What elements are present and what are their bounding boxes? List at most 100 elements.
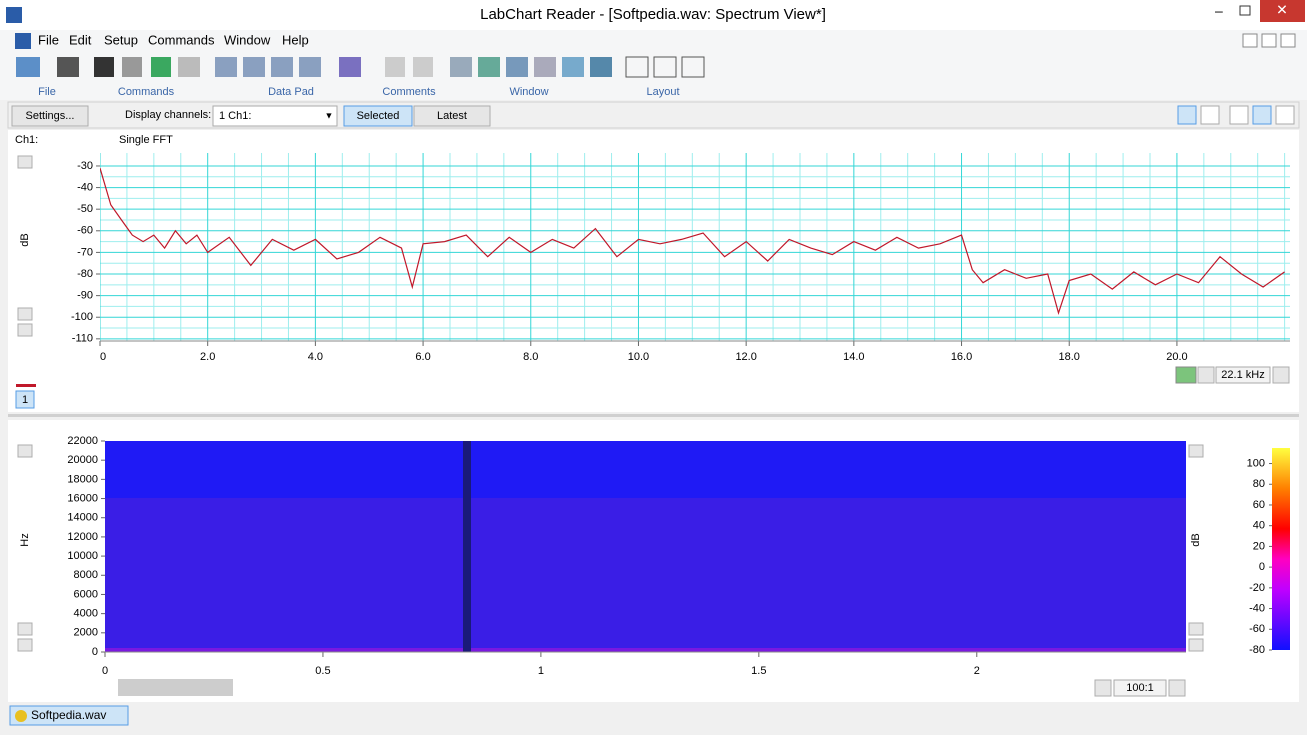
tool-icon[interactable]	[478, 57, 500, 77]
tool-icon[interactable]	[413, 57, 433, 77]
menu-item[interactable]: Help	[282, 32, 309, 47]
zoom-up-button[interactable]	[1094, 679, 1112, 697]
y-tick-label: -40	[77, 181, 93, 193]
x-tick-label: 2.0	[200, 351, 215, 363]
toolbar-group-label: Layout	[646, 86, 679, 98]
title-bar	[0, 0, 1307, 30]
y-tick-label: 0	[92, 646, 98, 658]
y-tick-label: 16000	[67, 492, 98, 504]
zoom-in-button[interactable]	[17, 307, 33, 321]
zoom-box	[1113, 679, 1167, 697]
scale-up-button[interactable]	[1197, 366, 1215, 384]
menu-item[interactable]: Commands	[148, 32, 215, 47]
y-tick-label: -70	[77, 246, 93, 258]
view-button[interactable]	[1200, 105, 1220, 125]
display-channels-label: Display channels:	[125, 109, 211, 121]
tool-icon[interactable]	[94, 57, 114, 77]
zoom-in-button[interactable]	[1188, 622, 1204, 636]
close-button[interactable]	[1260, 0, 1305, 22]
tool-icon[interactable]	[122, 57, 142, 77]
settings-label: Settings...	[26, 110, 75, 122]
mdi-close[interactable]	[1280, 33, 1296, 48]
x-tick-label: 0	[100, 351, 106, 363]
colorbar-tick-label: 0	[1259, 561, 1265, 573]
tool-icon[interactable]	[57, 57, 79, 77]
toolbar-group-label: Comments	[382, 86, 436, 98]
x-tick-label: 8.0	[523, 351, 538, 363]
toolbar-group-label: File	[38, 86, 56, 98]
channel-color	[16, 384, 36, 387]
x-tick-label: 1	[538, 665, 544, 677]
tool-icon[interactable]	[16, 57, 40, 77]
channel-button-label: 1	[22, 394, 28, 406]
scroll-button[interactable]	[17, 444, 33, 458]
tool-icon[interactable]	[450, 57, 472, 77]
colorbar-tick-label: -60	[1249, 623, 1265, 635]
minimize-button[interactable]: –	[1215, 3, 1223, 19]
x-tick-label: 18.0	[1059, 351, 1080, 363]
tool-icon[interactable]	[681, 56, 705, 78]
latest-button[interactable]	[413, 105, 491, 127]
view-button[interactable]	[1275, 105, 1295, 125]
tool-icon[interactable]	[625, 56, 649, 78]
view-button[interactable]	[1229, 105, 1249, 125]
scroll-thumb[interactable]	[118, 679, 233, 696]
document-tab[interactable]	[9, 705, 129, 726]
y-tick-label: -30	[77, 160, 93, 172]
tool-icon[interactable]	[534, 57, 556, 77]
tool-icon[interactable]	[215, 57, 237, 77]
scroll-button[interactable]	[17, 155, 33, 169]
fit-button[interactable]	[1175, 366, 1197, 384]
scale-down-button[interactable]	[1272, 366, 1290, 384]
tool-icon[interactable]	[506, 57, 528, 77]
channel-select-value: 1 Ch1:	[219, 110, 251, 122]
tool-icon[interactable]	[299, 57, 321, 77]
zoom-in-button[interactable]	[17, 622, 33, 636]
zoom-out-button[interactable]	[17, 638, 33, 652]
menu-item[interactable]: File	[38, 32, 59, 47]
x-tick-label: 20.0	[1166, 351, 1187, 363]
settings-button[interactable]	[11, 105, 89, 127]
window-title: LabChart Reader - [Softpedia.wav: Spectr…	[480, 6, 826, 23]
tool-icon[interactable]	[385, 57, 405, 77]
zoom-out-button[interactable]	[1188, 638, 1204, 652]
y-tick-label: 14000	[67, 512, 98, 524]
spectrogram-band	[463, 441, 471, 652]
y-tick-label: -100	[71, 311, 93, 323]
channel-button[interactable]	[15, 390, 35, 409]
plot-area	[100, 153, 1290, 341]
x-tick-label: 1.5	[751, 665, 766, 677]
colorbar	[1272, 448, 1290, 650]
zoom-out-button[interactable]	[17, 323, 33, 337]
tool-icon[interactable]	[151, 57, 171, 77]
mdi-min[interactable]	[1242, 33, 1258, 48]
tool-icon[interactable]	[653, 56, 677, 78]
zoom-label: 100:1	[1126, 682, 1154, 694]
colorbar-tick-label: -20	[1249, 582, 1265, 594]
tab-icon	[15, 710, 27, 722]
zoom-down-button[interactable]	[1168, 679, 1186, 697]
tool-icon[interactable]	[590, 57, 612, 77]
selected-button[interactable]	[343, 105, 413, 127]
menu-item[interactable]: Window	[224, 32, 271, 47]
view-button[interactable]	[1177, 105, 1197, 125]
app-icon	[6, 7, 22, 23]
colorbar-tick-label: 20	[1253, 540, 1265, 552]
menu-item[interactable]: Setup	[104, 32, 138, 47]
tool-icon[interactable]	[243, 57, 265, 77]
maximize-button[interactable]	[1239, 5, 1251, 16]
scroll-button[interactable]	[1188, 444, 1204, 458]
menu-item[interactable]: Edit	[69, 32, 92, 47]
channel-select[interactable]	[212, 105, 338, 127]
document-tab-label: Softpedia.wav	[31, 708, 106, 722]
scale-label: 22.1 kHz	[1221, 369, 1264, 381]
view-button[interactable]	[1252, 105, 1272, 125]
panel-subtitle: Single FFT	[119, 134, 173, 146]
spectrogram-band	[105, 648, 1186, 652]
tool-icon[interactable]	[178, 57, 200, 77]
mdi-restore[interactable]	[1261, 33, 1277, 48]
tool-icon[interactable]	[271, 57, 293, 77]
tool-icon[interactable]	[339, 57, 361, 77]
tool-icon[interactable]	[562, 57, 584, 77]
